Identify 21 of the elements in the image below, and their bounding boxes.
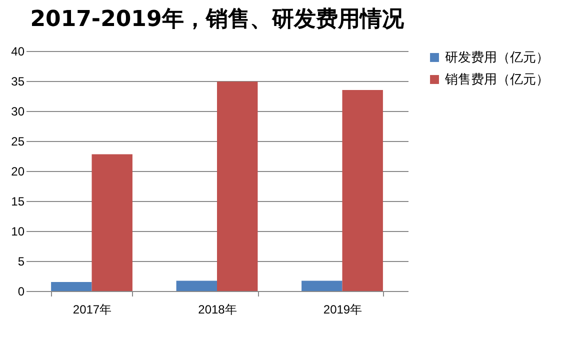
bar [176, 280, 217, 291]
y-tick-label: 10 [11, 224, 25, 238]
bar [92, 154, 132, 291]
y-tick-label: 40 [11, 44, 25, 58]
chart-title: 2017-2019年，销售、研发费用情况 [30, 7, 405, 32]
x-tick-label: 2019年 [323, 302, 362, 316]
bar [342, 90, 383, 291]
y-tick-label: 5 [18, 254, 25, 268]
y-tick-label: 15 [11, 194, 25, 208]
y-tick-label: 35 [11, 74, 25, 88]
y-tick-label: 0 [18, 284, 25, 298]
legend-label: 销售费用（亿元） [444, 72, 549, 88]
y-tick-label: 20 [11, 164, 25, 178]
bar [51, 282, 92, 291]
bar [302, 280, 342, 291]
bar [217, 82, 258, 291]
y-tick-label: 30 [11, 104, 25, 118]
x-tick-label: 2018年 [198, 302, 237, 316]
x-tick-label: 2017年 [72, 302, 112, 316]
y-tick-label: 25 [11, 134, 25, 148]
legend-label: 研发费用（亿元） [445, 50, 549, 66]
